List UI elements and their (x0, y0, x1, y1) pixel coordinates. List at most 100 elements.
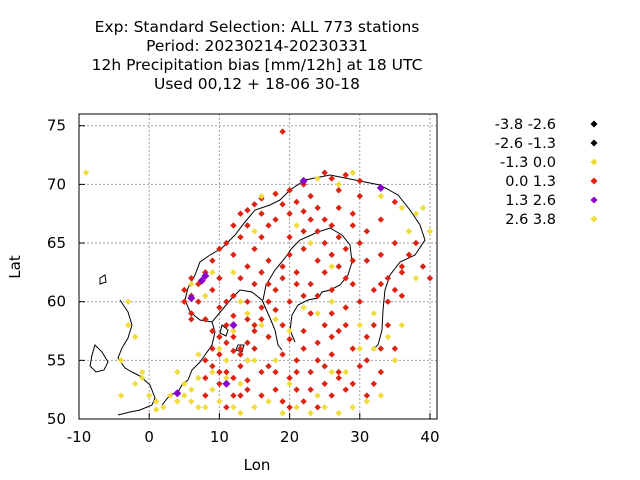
data-point (244, 206, 251, 214)
legend-marker (590, 158, 598, 166)
data-point (335, 181, 342, 188)
data-point (370, 380, 378, 388)
data-point (419, 204, 427, 212)
data-point (342, 245, 349, 253)
data-point (293, 222, 300, 229)
data-point (391, 198, 399, 206)
data-point (328, 251, 335, 258)
data-point (188, 398, 195, 405)
legend-label: 2.6 3.8 (505, 212, 556, 228)
data-point (349, 257, 356, 264)
data-point (335, 374, 342, 382)
data-point (230, 269, 237, 276)
data-point (370, 345, 378, 352)
data-point (258, 392, 265, 399)
data-point (391, 239, 399, 247)
data-point (195, 404, 202, 411)
data-point (230, 392, 237, 399)
data-point (202, 404, 209, 411)
data-point (216, 304, 223, 311)
data-point (209, 327, 216, 335)
data-point (145, 392, 153, 399)
data-point (251, 228, 258, 235)
data-point (314, 257, 321, 264)
data-point (426, 275, 434, 282)
data-point (251, 201, 258, 208)
data-point (202, 392, 209, 399)
data-point (314, 357, 321, 364)
y-axis-label: Lat (6, 255, 24, 279)
data-point (258, 233, 265, 241)
data-point (202, 374, 209, 382)
data-point (286, 251, 293, 258)
y-tick-label: 70 (47, 175, 66, 193)
data-point (265, 333, 272, 341)
x-axis-label: Lon (244, 456, 271, 474)
data-point (370, 310, 378, 317)
data-point (314, 339, 321, 346)
data-point (237, 298, 244, 305)
data-point (237, 409, 244, 417)
data-point (300, 345, 307, 352)
data-point (216, 368, 223, 376)
data-point (237, 275, 244, 282)
data-point (356, 239, 363, 247)
data-point (279, 263, 286, 270)
data-point (377, 216, 385, 223)
data-point (244, 386, 251, 393)
data-point (286, 298, 293, 305)
legend-marker (590, 196, 598, 204)
data-point (349, 169, 356, 176)
data-point (293, 269, 300, 276)
data-point (174, 368, 181, 376)
data-point (328, 286, 335, 294)
data-point (384, 333, 392, 341)
data-point (384, 321, 392, 329)
data-point (209, 368, 216, 376)
data-point (244, 357, 251, 364)
data-point (258, 321, 265, 329)
data-point (244, 377, 251, 384)
data-point (293, 198, 300, 206)
data-point (279, 321, 286, 329)
data-point (272, 306, 279, 314)
data-point (124, 321, 132, 329)
data-point (307, 192, 314, 200)
data-point (377, 280, 385, 288)
data-point (173, 389, 182, 398)
x-tick-label: 0 (144, 428, 154, 446)
data-point (223, 374, 230, 382)
data-point (138, 374, 146, 382)
data-point (349, 345, 356, 352)
data-point (300, 398, 307, 405)
data-point (335, 409, 342, 417)
data-point (328, 351, 335, 358)
data-point (258, 304, 265, 311)
data-point (216, 380, 223, 388)
data-point (187, 294, 196, 303)
data-point (258, 269, 265, 276)
data-point (356, 177, 363, 185)
data-point (328, 175, 335, 182)
data-point (181, 298, 188, 305)
data-point (412, 275, 420, 282)
data-point (286, 233, 293, 241)
data-point (230, 347, 237, 355)
data-point (251, 245, 258, 253)
data-point (314, 204, 321, 212)
data-point (419, 263, 427, 270)
x-tick-label: 20 (280, 428, 299, 446)
data-point (342, 386, 349, 393)
data-point (398, 292, 406, 300)
data-point (244, 310, 251, 317)
data-point (328, 263, 335, 270)
data-point (272, 368, 279, 376)
data-point (272, 386, 279, 393)
data-point (321, 380, 328, 388)
data-point (223, 357, 230, 364)
legend-label: -1.3 0.0 (500, 155, 556, 171)
data-point (377, 192, 385, 200)
data-point (300, 327, 307, 335)
data-point (230, 333, 237, 341)
data-point (251, 357, 258, 364)
